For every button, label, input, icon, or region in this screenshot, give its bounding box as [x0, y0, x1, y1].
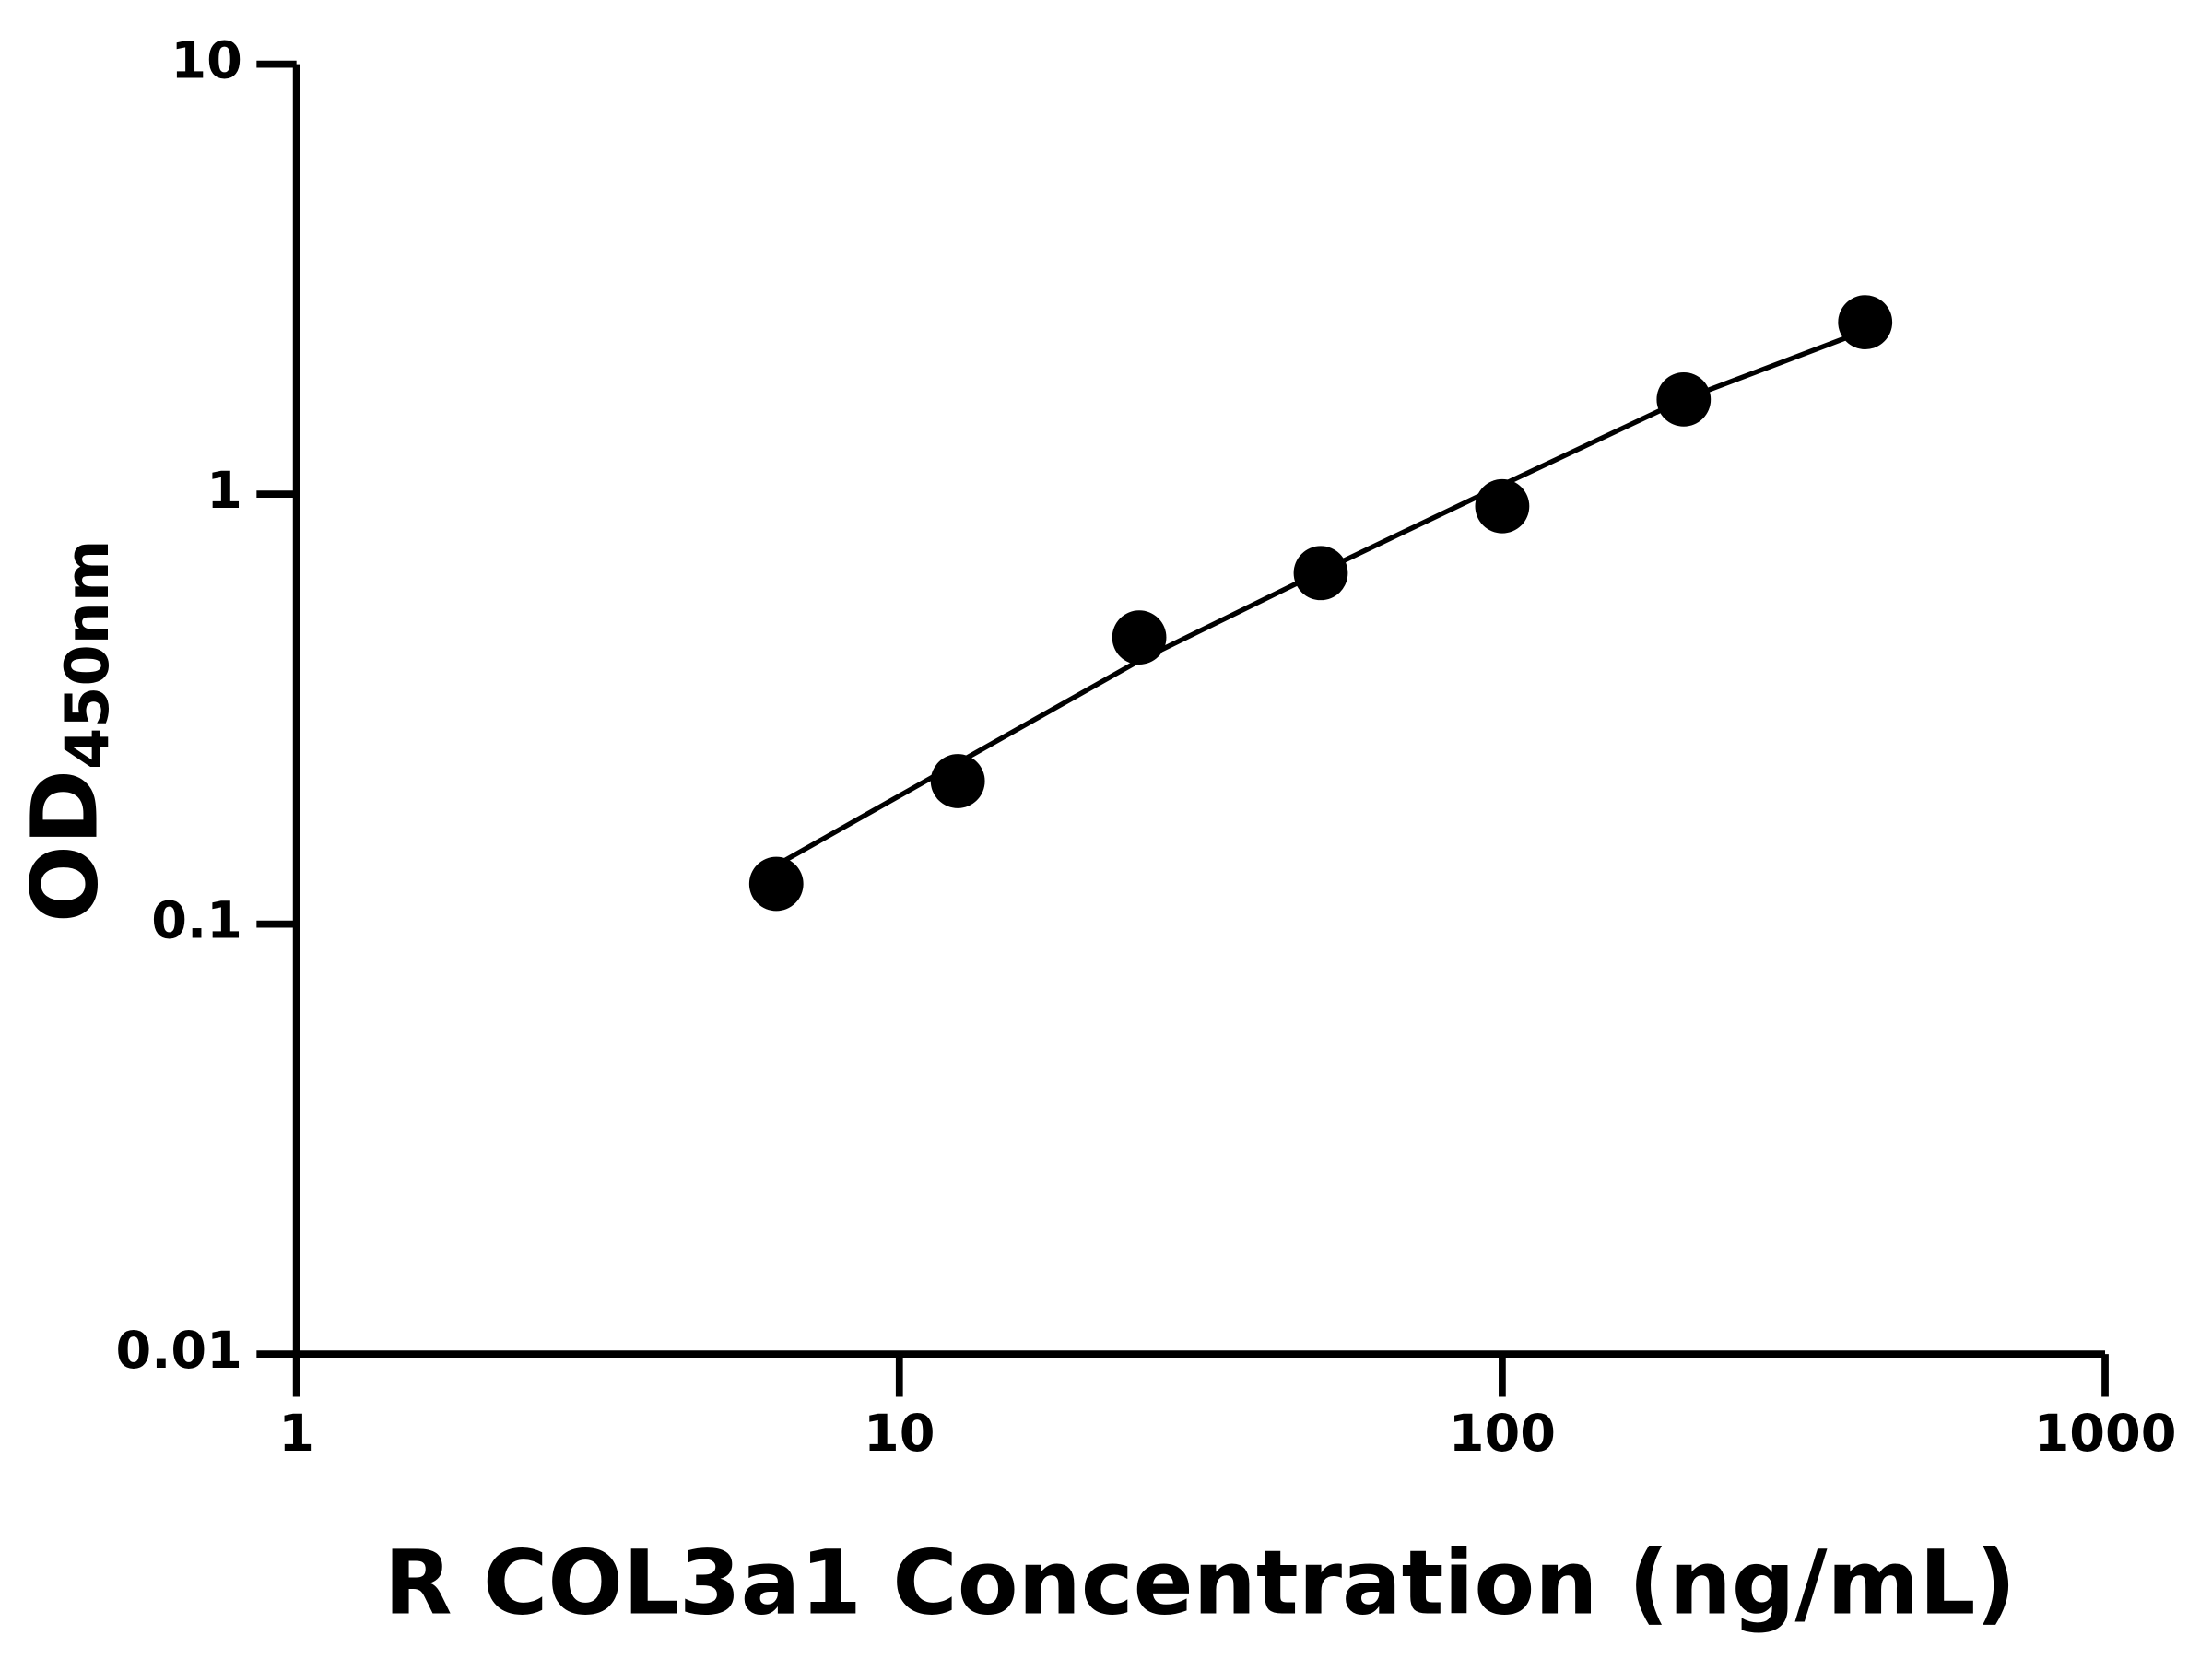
y-tick-label: 1	[206, 461, 242, 521]
data-point	[930, 754, 985, 808]
x-tick-label: 100	[1449, 1404, 1556, 1464]
x-tick-label: 1000	[2034, 1404, 2177, 1464]
data-point	[1838, 295, 1893, 350]
y-tick-label: 10	[171, 31, 241, 91]
y-axis-label: OD450nm	[13, 539, 123, 923]
data-point	[1293, 546, 1348, 601]
data-point	[1656, 372, 1712, 427]
y-tick-label: 0.1	[151, 891, 242, 951]
y-label-subscript: 450nm	[53, 539, 123, 769]
x-tick-label: 10	[864, 1404, 935, 1464]
y-label-main: OD	[13, 770, 119, 923]
x-axis-label: R COL3a1 Concentration (ng/mL)	[384, 1532, 2017, 1635]
data-point	[1112, 610, 1167, 665]
data-point	[748, 856, 804, 912]
y-tick-label: 0.01	[116, 1321, 242, 1381]
x-tick-label: 1	[278, 1404, 314, 1464]
data-point	[1475, 478, 1530, 534]
